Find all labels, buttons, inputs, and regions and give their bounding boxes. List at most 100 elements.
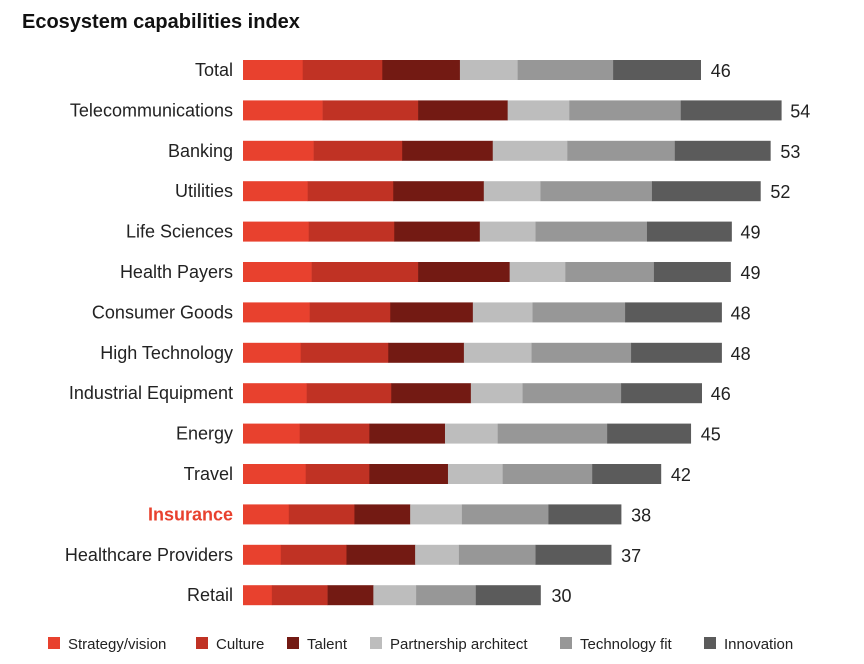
total-value-label: 52 <box>770 182 790 202</box>
bar-segment-talent <box>327 585 374 606</box>
bar-segment-strategy-vision <box>243 342 302 363</box>
chart-title: Ecosystem capabilities index <box>22 11 300 33</box>
legend-label: Strategy/vision <box>68 636 166 653</box>
bar-segment-technology-fit <box>416 585 477 606</box>
bar-segment-partnership-architect <box>483 181 541 202</box>
bar-segment-talent <box>418 100 508 121</box>
category-label: Retail <box>187 585 233 605</box>
bar-segment-technology-fit <box>502 464 593 484</box>
category-label: Total <box>195 60 233 80</box>
bar-segment-partnership-architect <box>447 464 503 484</box>
total-value-label: 49 <box>741 263 761 283</box>
bar-segment-talent <box>369 423 446 444</box>
total-value-label: 37 <box>621 546 641 566</box>
bar-segment-talent <box>393 181 485 202</box>
bar-segment-technology-fit <box>522 383 622 404</box>
legend-item: Technology fit <box>560 636 673 653</box>
legend-swatch <box>287 637 299 649</box>
bar-segment-culture <box>271 585 328 606</box>
total-value-label: 46 <box>711 384 731 404</box>
bar-row: Energy 45 <box>176 423 721 445</box>
category-label: Telecommunications <box>70 100 233 120</box>
category-label: High Technology <box>100 343 233 363</box>
bar-segment-talent <box>391 383 472 404</box>
bar-segment-strategy-vision <box>243 585 273 606</box>
bar-row: Industrial Equipment 46 <box>69 383 731 404</box>
bar-segment-culture <box>309 302 391 323</box>
bar-segment-innovation <box>625 302 722 323</box>
bar-segment-culture <box>280 544 347 565</box>
legend-swatch <box>560 637 572 649</box>
bar-segment-strategy-vision <box>243 504 290 525</box>
total-value-label: 53 <box>780 142 800 162</box>
bar-row: Banking 53 <box>168 140 800 162</box>
bar-segment-technology-fit <box>461 504 549 525</box>
bar-segment-partnership-architect <box>444 423 499 444</box>
bar-row: Healthcare Providers 37 <box>65 544 641 566</box>
bar-segment-technology-fit <box>535 221 648 242</box>
bar-segment-technology-fit <box>497 423 608 444</box>
bar-row: Insurance 38 <box>148 504 651 525</box>
bar-segment-technology-fit <box>540 181 653 202</box>
bar-segment-talent <box>346 544 416 565</box>
legend-label: Talent <box>307 636 348 653</box>
bar-segment-culture <box>305 464 370 484</box>
bar-segment-innovation <box>651 181 761 202</box>
bar-segment-partnership-architect <box>472 302 533 323</box>
category-label: Industrial Equipment <box>69 383 233 403</box>
bar-segment-innovation <box>646 221 732 242</box>
legend-label: Innovation <box>724 636 793 653</box>
bar-row: Consumer Goods 48 <box>92 302 751 323</box>
legend-label: Partnership architect <box>390 636 528 653</box>
bar-row: Telecommunications 54 <box>70 100 810 121</box>
bar-segment-technology-fit <box>565 262 655 282</box>
bar-segment-technology-fit <box>531 342 632 363</box>
bar-segment-strategy-vision <box>243 383 307 404</box>
bar-segment-strategy-vision <box>243 423 301 444</box>
total-value-label: 38 <box>631 505 651 525</box>
bar-segment-innovation <box>592 464 662 484</box>
bar-segment-talent <box>394 221 481 242</box>
bar-segment-culture <box>288 504 355 525</box>
category-label: Insurance <box>148 504 233 524</box>
total-value-label: 46 <box>711 61 731 81</box>
bar-segment-innovation <box>535 544 612 565</box>
bar-segment-innovation <box>613 60 701 80</box>
bar-segment-partnership-architect <box>479 221 536 242</box>
bar-segment-culture <box>307 181 394 202</box>
bar-segment-strategy-vision <box>243 100 323 121</box>
bar-segment-talent <box>382 60 461 80</box>
bar-segment-partnership-architect <box>373 585 417 606</box>
bar-segment-partnership-architect <box>415 544 460 565</box>
bar-segment-partnership-architect <box>509 262 566 282</box>
total-value-label: 42 <box>671 465 691 485</box>
total-value-label: 45 <box>701 425 721 445</box>
bar-segment-talent <box>354 504 411 525</box>
bar-segment-talent <box>369 464 449 484</box>
bar-segment-innovation <box>621 383 702 404</box>
bar-segment-strategy-vision <box>243 544 282 565</box>
bar-segment-innovation <box>607 423 692 444</box>
legend-label: Technology fit <box>580 636 673 653</box>
bar-segment-partnership-architect <box>492 140 568 161</box>
category-label: Banking <box>168 141 233 161</box>
bar-segment-culture <box>311 262 419 282</box>
bar-segment-innovation <box>680 100 782 121</box>
legend-swatch <box>704 637 716 649</box>
category-label: Health Payers <box>120 262 233 282</box>
bar-row: Retail 30 <box>187 585 572 606</box>
bar-segment-innovation <box>631 342 722 363</box>
bar-segment-culture <box>300 342 389 363</box>
category-label: Travel <box>184 464 233 484</box>
bar-segment-strategy-vision <box>243 262 312 282</box>
bar-segment-strategy-vision <box>243 181 308 202</box>
legend-item: Innovation <box>704 636 793 653</box>
bar-segment-culture <box>322 100 419 121</box>
bar-segment-innovation <box>653 262 731 282</box>
total-value-label: 48 <box>731 344 751 364</box>
bar-segment-innovation <box>475 585 541 606</box>
bar-segment-strategy-vision <box>243 60 303 80</box>
legend-item: Partnership architect <box>370 636 528 653</box>
total-value-label: 49 <box>741 223 761 243</box>
